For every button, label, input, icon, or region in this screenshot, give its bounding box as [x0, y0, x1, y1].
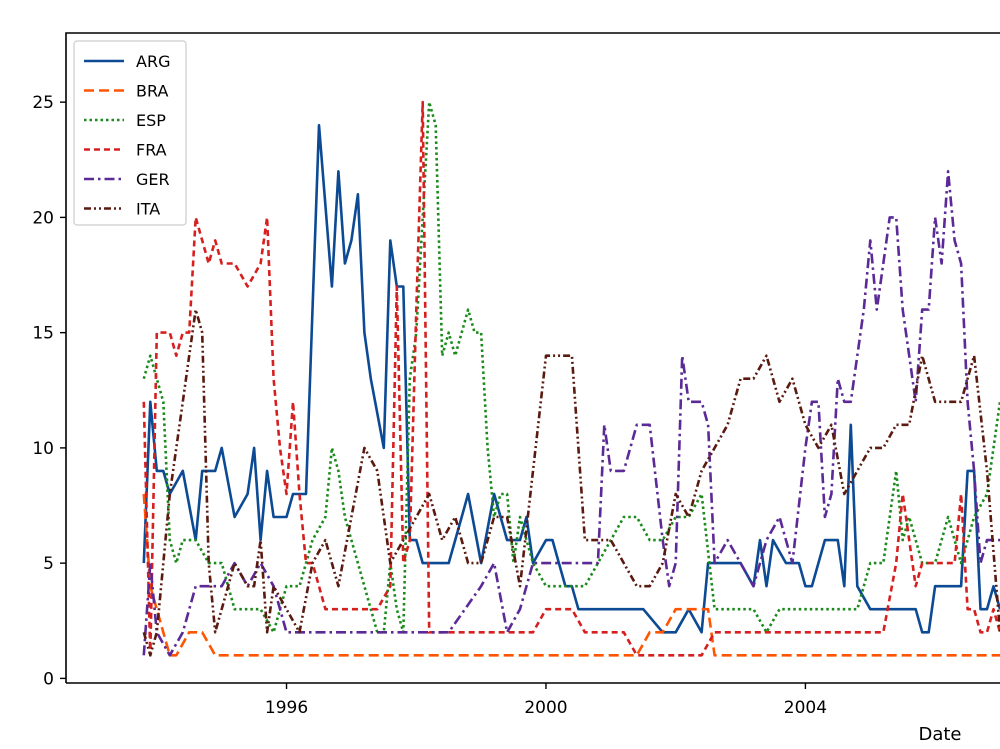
series-line-ger — [142, 170, 1000, 657]
legend-label-ger: GER — [136, 170, 170, 189]
legend-label-arg: ARG — [136, 52, 170, 71]
y-tick-label: 5 — [43, 554, 54, 574]
legend-box — [73, 40, 187, 226]
y-tick-label: 20 — [32, 208, 54, 228]
plot-area — [65, 32, 1000, 684]
x-axis-title: Date — [918, 724, 961, 745]
y-axis: 0 5 10 15 20 25 — [32, 93, 66, 689]
x-axis: 1996 2000 2004 — [265, 683, 827, 718]
legend-label-bra: BRA — [136, 82, 168, 101]
y-tick-label: 25 — [32, 93, 54, 113]
y-tick-label: 15 — [32, 324, 54, 344]
legend-entries: ARG BRA ESP FRA GER ITA — [84, 52, 170, 219]
legend: ARG BRA ESP FRA GER ITA — [73, 40, 187, 226]
y-tick-label: 0 — [43, 669, 54, 689]
legend-label-esp: ESP — [136, 111, 166, 130]
series-line-arg — [142, 123, 1000, 634]
legend-label-fra: FRA — [136, 141, 167, 160]
x-tick-label: 2004 — [784, 698, 827, 718]
series-layer — [142, 100, 1000, 657]
legend-label-ita: ITA — [136, 200, 160, 219]
axes-frame — [65, 32, 1000, 684]
series-line-bra — [142, 493, 1000, 657]
y-tick-label: 10 — [32, 439, 54, 459]
series-line-fra — [142, 100, 1000, 657]
x-tick-label: 1996 — [265, 698, 308, 718]
series-line-ita — [142, 308, 1000, 657]
x-tick-label: 2000 — [524, 698, 567, 718]
